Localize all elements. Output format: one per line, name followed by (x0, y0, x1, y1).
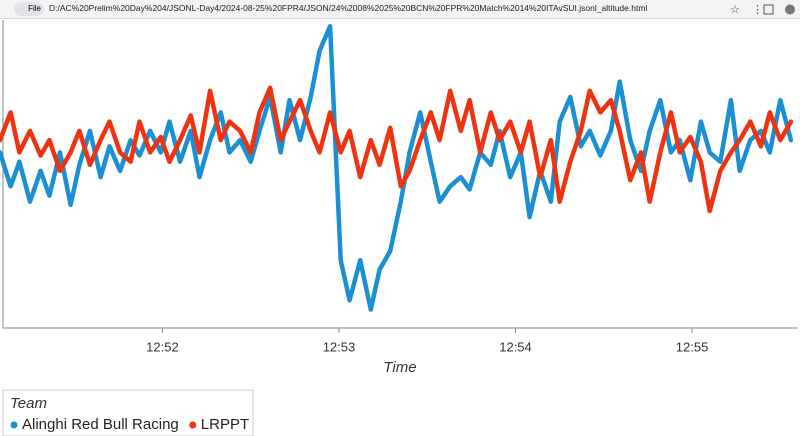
ext-icon[interactable] (763, 4, 774, 15)
address-bar: File D:/AC%20Prelim%20Day%204/JSONL-Day4… (0, 0, 800, 19)
avatar[interactable] (785, 4, 795, 15)
svg-text:⋮: ⋮ (752, 4, 763, 16)
x-tick-label: 12:53 (323, 339, 356, 354)
svg-text:☆: ☆ (730, 4, 740, 16)
series-line (0, 23, 794, 312)
legend-box (2, 389, 254, 436)
x-axis-label: Time (383, 359, 416, 376)
x-tick-label: 12:52 (146, 339, 179, 354)
x-tick-label: 12:54 (499, 339, 532, 354)
legend-label: Alinghi Red Bull Racing (22, 416, 179, 433)
url[interactable]: D:/AC%20Prelim%20Day%204/JSONL-Day4/2024… (49, 3, 648, 13)
legend-swatch (189, 421, 197, 429)
toolbar-icons: ☆ ⋮ (730, 4, 795, 16)
series-line (0, 85, 794, 214)
file-badge[interactable]: File (14, 2, 44, 16)
x-tick-label: 12:55 (676, 339, 709, 354)
legend-title: Team (10, 395, 47, 412)
legend-label: LRPPT (201, 416, 249, 433)
legend-swatch (10, 421, 18, 429)
